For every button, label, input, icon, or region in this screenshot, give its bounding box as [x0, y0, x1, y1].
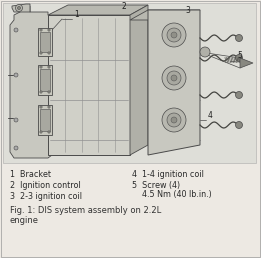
Circle shape [171, 117, 177, 123]
Circle shape [162, 23, 186, 47]
Circle shape [167, 28, 181, 42]
Text: 3: 3 [185, 6, 190, 15]
Bar [40, 32, 50, 52]
Circle shape [235, 122, 242, 128]
Text: 4.5 Nm (40 lb.in.): 4.5 Nm (40 lb.in.) [132, 190, 212, 199]
Polygon shape [130, 10, 200, 20]
Polygon shape [130, 5, 148, 155]
Circle shape [40, 106, 42, 108]
Circle shape [40, 66, 42, 68]
Text: 5: 5 [237, 51, 242, 60]
Polygon shape [48, 15, 130, 155]
Polygon shape [48, 5, 148, 15]
Circle shape [162, 66, 186, 90]
Text: 4: 4 [208, 111, 213, 120]
Circle shape [48, 106, 50, 108]
Circle shape [235, 54, 242, 61]
Circle shape [48, 52, 50, 54]
Circle shape [17, 6, 21, 10]
Circle shape [14, 118, 18, 122]
Circle shape [15, 4, 22, 12]
Text: 2: 2 [122, 2, 127, 11]
Circle shape [14, 73, 18, 77]
Text: 5  Screw (4): 5 Screw (4) [132, 181, 180, 190]
Circle shape [40, 29, 42, 31]
Bar [38, 105, 52, 135]
Circle shape [40, 52, 42, 54]
Text: 1: 1 [74, 10, 79, 19]
Circle shape [40, 131, 42, 133]
Text: 2  Ignition control: 2 Ignition control [10, 181, 81, 190]
Circle shape [171, 32, 177, 38]
Circle shape [171, 75, 177, 81]
Circle shape [14, 28, 18, 32]
Text: engine: engine [10, 216, 39, 225]
Circle shape [162, 108, 186, 132]
Circle shape [48, 91, 50, 93]
Circle shape [167, 113, 181, 127]
Circle shape [235, 35, 242, 42]
Text: 4  1-4 ignition coil: 4 1-4 ignition coil [132, 170, 204, 179]
Bar [40, 109, 50, 131]
Text: Fig. 1: DIS system assembly on 2.2L: Fig. 1: DIS system assembly on 2.2L [10, 206, 161, 215]
Circle shape [48, 131, 50, 133]
Polygon shape [12, 4, 30, 12]
Bar [40, 69, 50, 91]
Polygon shape [240, 58, 253, 68]
Polygon shape [148, 10, 200, 155]
Bar [3, 3, 256, 163]
Circle shape [40, 91, 42, 93]
Text: 3  2-3 ignition coil: 3 2-3 ignition coil [10, 192, 82, 201]
Circle shape [167, 71, 181, 85]
Circle shape [48, 66, 50, 68]
Bar [38, 65, 52, 95]
Circle shape [14, 146, 18, 150]
Text: 1  Bracket: 1 Bracket [10, 170, 51, 179]
Bar [38, 28, 52, 56]
Polygon shape [10, 6, 52, 158]
Circle shape [48, 29, 50, 31]
Circle shape [200, 47, 210, 57]
Circle shape [235, 92, 242, 99]
